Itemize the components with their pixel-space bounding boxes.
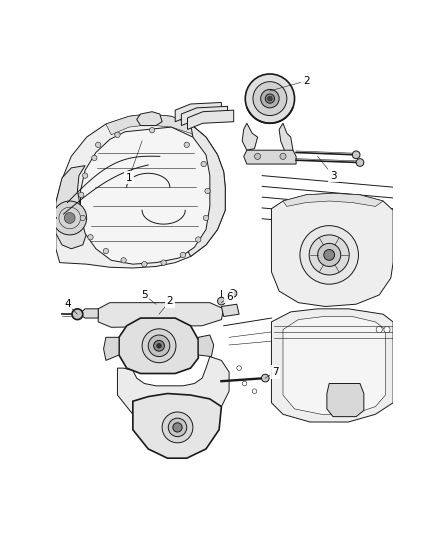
Circle shape [78,192,84,198]
Polygon shape [244,150,296,164]
Circle shape [64,213,75,223]
Circle shape [82,173,88,179]
Circle shape [268,96,272,101]
Circle shape [245,74,294,123]
Circle shape [184,142,190,148]
Polygon shape [103,337,119,360]
Circle shape [356,159,364,166]
Circle shape [92,155,97,160]
Polygon shape [327,384,364,417]
Polygon shape [242,123,258,150]
Circle shape [218,297,225,305]
Polygon shape [283,317,385,414]
Polygon shape [81,127,210,264]
Polygon shape [221,304,239,317]
Circle shape [162,412,193,443]
Circle shape [95,142,101,148]
Polygon shape [272,309,393,422]
Polygon shape [181,106,228,126]
Circle shape [80,215,85,221]
Text: 2: 2 [166,296,173,306]
Text: 1: 1 [126,173,132,183]
Text: 7: 7 [272,367,279,377]
Circle shape [161,260,166,265]
Text: 4: 4 [64,299,71,309]
Circle shape [253,82,287,116]
Text: 5: 5 [141,290,148,300]
Polygon shape [117,357,229,426]
Text: 3: 3 [330,171,336,181]
Circle shape [154,341,164,351]
Polygon shape [272,193,393,306]
Polygon shape [198,335,214,357]
Polygon shape [175,102,221,122]
Circle shape [265,94,275,103]
Circle shape [252,389,257,393]
Circle shape [142,329,176,363]
Circle shape [384,327,390,333]
Circle shape [242,381,247,386]
Circle shape [318,244,341,266]
Circle shape [196,237,201,242]
Polygon shape [187,110,234,130]
Circle shape [121,257,126,263]
Circle shape [205,188,210,193]
Circle shape [352,151,360,159]
Polygon shape [133,393,221,458]
Text: 6: 6 [226,292,233,302]
Polygon shape [106,114,218,155]
Circle shape [157,343,161,348]
Circle shape [72,309,83,320]
Circle shape [115,132,120,138]
Circle shape [53,201,87,235]
Polygon shape [185,124,225,256]
Polygon shape [283,193,383,206]
Polygon shape [137,112,162,126]
Circle shape [201,161,206,167]
Circle shape [237,366,241,370]
Circle shape [149,127,155,133]
Circle shape [229,289,237,297]
Polygon shape [119,318,198,374]
Circle shape [300,225,358,284]
Circle shape [103,248,109,254]
Polygon shape [79,309,98,318]
Circle shape [168,418,187,437]
Polygon shape [279,123,293,152]
Circle shape [203,215,208,221]
Circle shape [254,154,261,159]
Circle shape [280,154,286,159]
Circle shape [142,262,147,267]
Circle shape [376,327,382,333]
Circle shape [261,90,279,108]
Circle shape [148,335,170,357]
Circle shape [309,235,349,275]
Circle shape [261,374,269,382]
Text: 2: 2 [303,76,309,86]
Circle shape [173,423,182,432]
Circle shape [180,252,186,257]
Circle shape [88,235,93,240]
Circle shape [324,249,335,260]
Polygon shape [56,166,87,249]
Polygon shape [98,303,224,327]
Polygon shape [56,114,225,268]
